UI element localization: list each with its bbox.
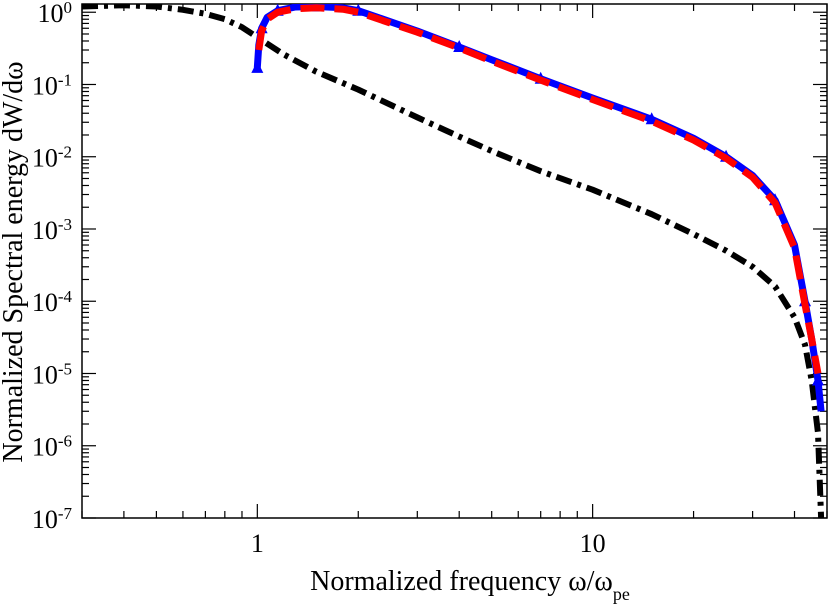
y-tick-label: 100 (38, 0, 73, 28)
plot-frame (81, 3, 828, 519)
series-marker-blue-triangle (811, 373, 824, 386)
x-tick-label: 1 (251, 529, 264, 558)
y-axis-title: Normalized Spectral energy dW/dω (0, 61, 29, 462)
series-marker-blue-triangle (645, 112, 658, 125)
series-marker-blue-triangle (453, 40, 466, 53)
y-tick-label: 10-6 (32, 431, 72, 462)
y-tick-label: 10-1 (32, 70, 72, 101)
series-marker-blue-triangle (251, 60, 264, 73)
y-axis-ticks: 100 10-1 10-2 10-3 10-4 10-5 10-6 10-7 (32, 0, 827, 534)
y-tick-label: 10-5 (32, 359, 72, 390)
series-line-red-dashed (255, 4, 822, 375)
series-line-black-dashdot (82, 4, 825, 518)
series-layer (82, 4, 825, 518)
x-tick-label: 10 (580, 529, 606, 558)
series-line-blue-triangles (253, 4, 825, 412)
x-axis-ticks: 1 10 (81, 4, 828, 558)
y-tick-label: 10-7 (32, 504, 73, 535)
x-axis-title: Normalized frequency ω/ωpe (310, 566, 630, 604)
y-tick-label: 10-2 (32, 142, 72, 173)
y-tick-label: 10-4 (32, 287, 73, 318)
y-tick-label: 10-3 (32, 214, 72, 245)
